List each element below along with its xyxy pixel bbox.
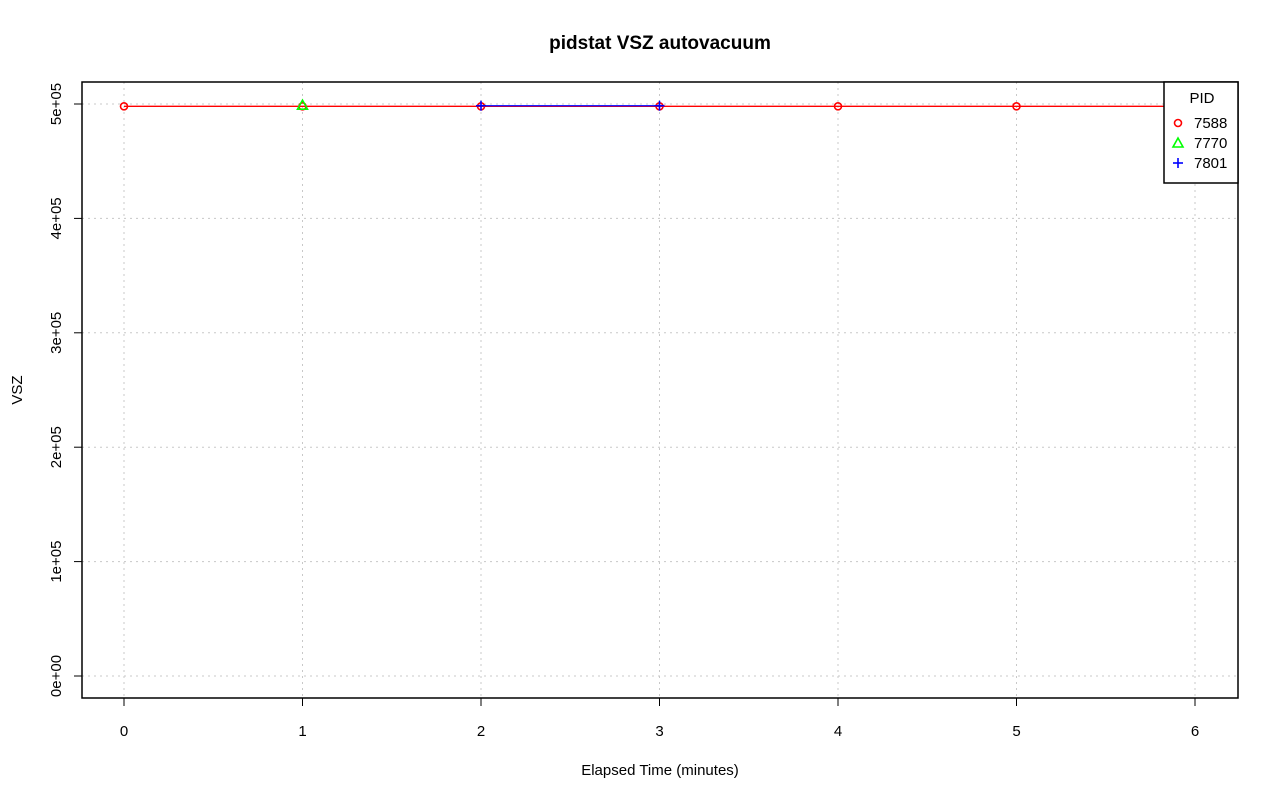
series-7770 [296, 98, 309, 110]
x-tick-label: 2 [477, 723, 485, 740]
x-axis-title: Elapsed Time (minutes) [581, 762, 739, 779]
legend-label-7588: 7588 [1194, 115, 1227, 132]
legend-marker-7801 [1173, 158, 1183, 168]
x-tick-label: 5 [1012, 723, 1020, 740]
x-tick-label: 6 [1191, 723, 1199, 740]
x-tick-label: 4 [834, 723, 842, 740]
x-tick-label: 0 [120, 723, 128, 740]
x-axis: 0 1 2 3 4 5 6 [120, 697, 1199, 740]
y-tick-label: 2e+05 [48, 426, 65, 468]
chart-title: pidstat VSZ autovacuum [549, 33, 771, 54]
y-axis-title: VSZ [9, 375, 26, 404]
data-point-7801 [476, 100, 486, 111]
y-tick-label: 3e+05 [48, 312, 65, 354]
series-7801 [476, 100, 665, 111]
legend: PID 7588 7770 7801 [1163, 81, 1239, 184]
grid-layer [82, 82, 1238, 698]
x-tick-label: 3 [655, 723, 663, 740]
legend-marker-7588 [1173, 118, 1183, 128]
legend-marker-7770 [1171, 136, 1185, 148]
x-tick-label: 1 [298, 723, 306, 740]
data-point-7588 [119, 101, 129, 111]
legend-label-7770: 7770 [1194, 135, 1227, 152]
legend-box [1163, 81, 1239, 184]
legend-label-7801: 7801 [1194, 155, 1227, 172]
y-tick-label: 5e+05 [48, 83, 65, 125]
legend-title: PID [1189, 90, 1214, 107]
data-point-7770 [296, 98, 309, 110]
y-axis: 0e+00 1e+05 2e+05 3e+05 4e+05 5e+05 [48, 83, 83, 697]
data-point-7588 [1012, 101, 1021, 111]
series-layer [119, 98, 1200, 111]
y-tick-label: 4e+05 [48, 197, 65, 239]
y-tick-label: 1e+05 [48, 541, 65, 583]
data-point-7588 [833, 101, 843, 111]
y-tick-label: 0e+00 [48, 655, 65, 697]
data-point-7801 [654, 100, 665, 111]
